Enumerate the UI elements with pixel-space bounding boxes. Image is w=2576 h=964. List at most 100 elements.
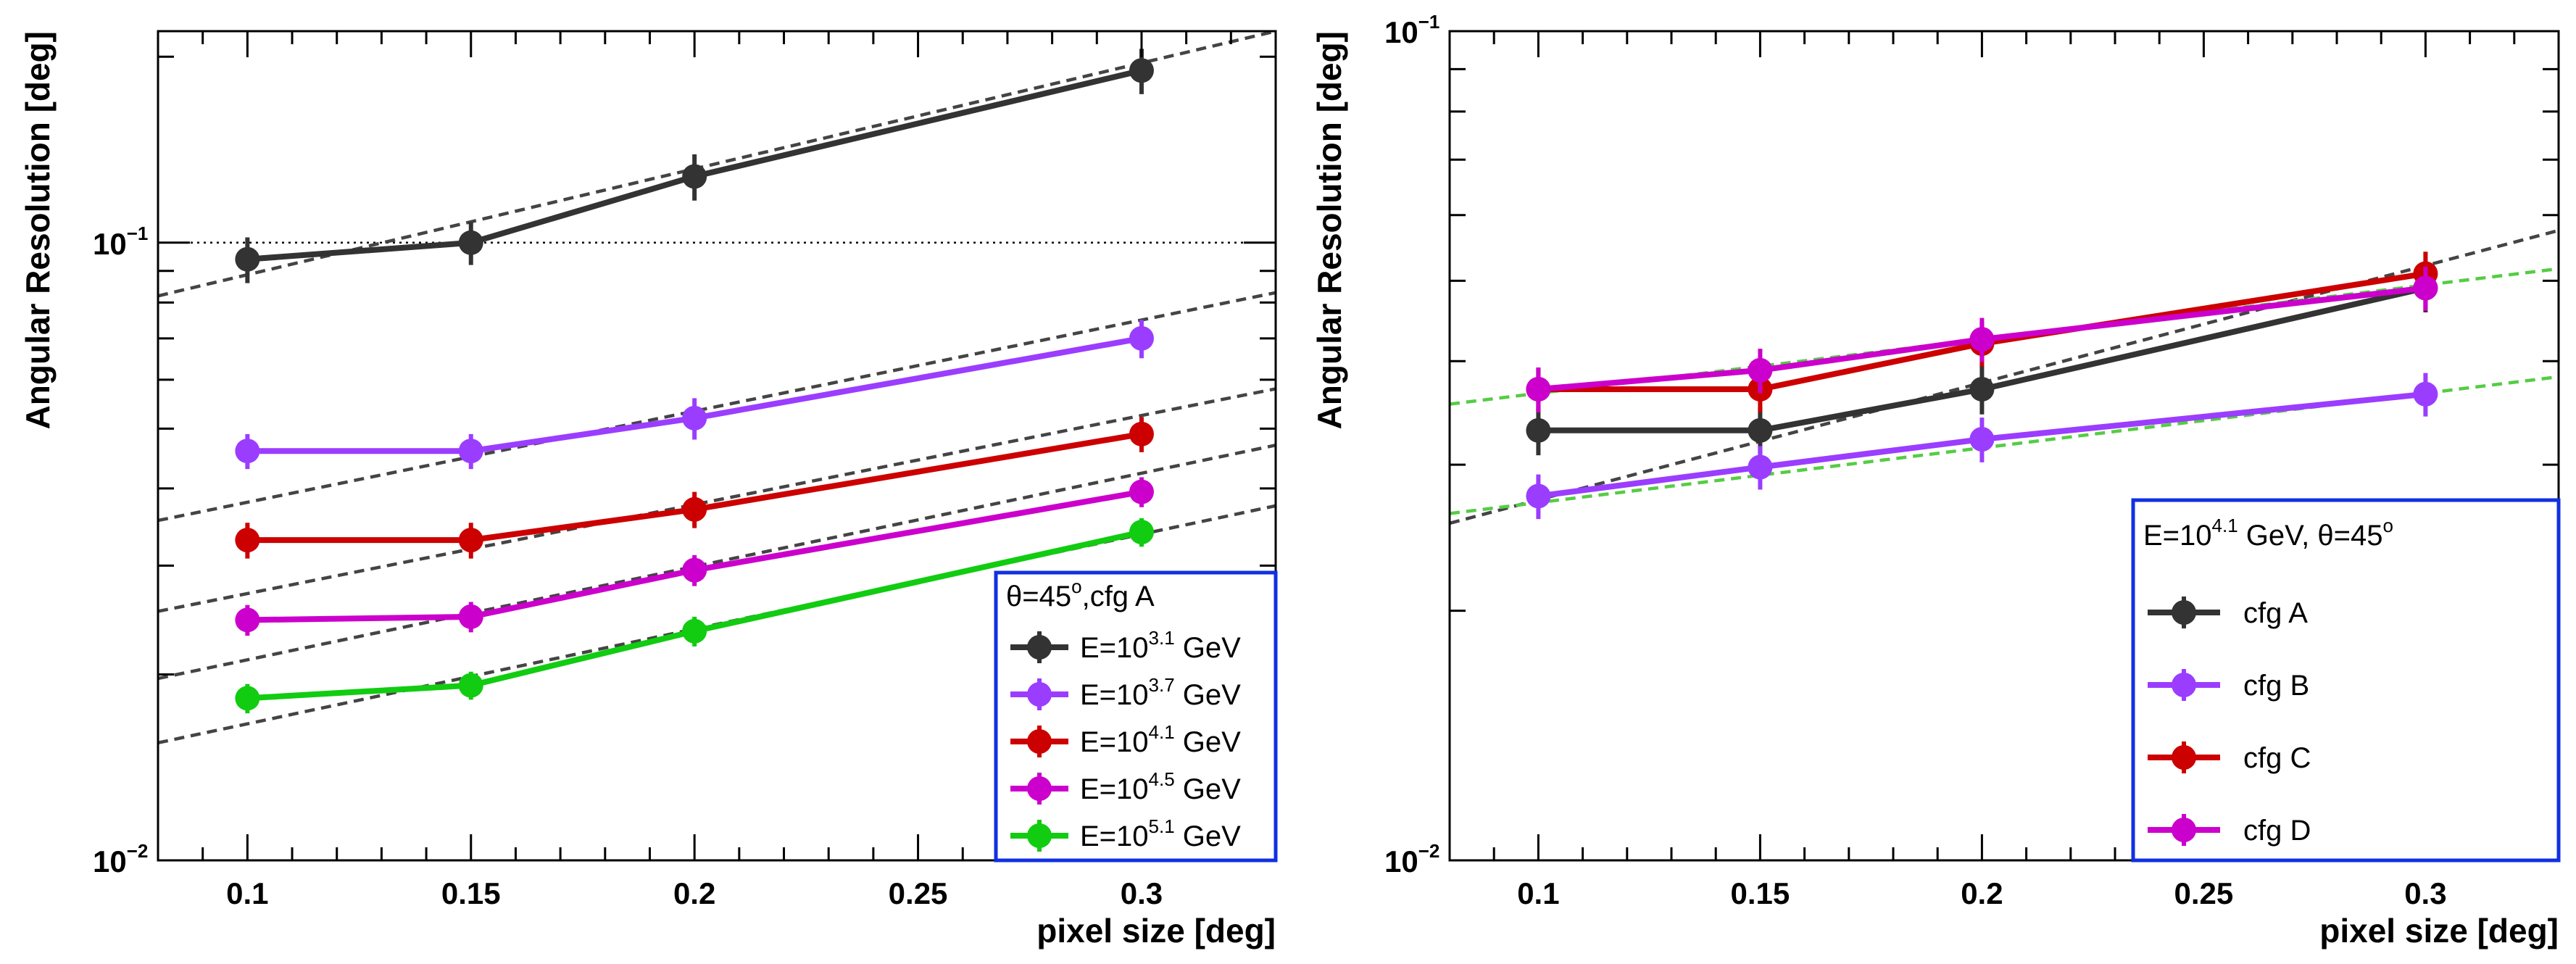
legend-entry-base: E=10 [1080, 773, 1149, 805]
legend-title: E=104.1 GeV, θ=45o [2143, 515, 2393, 552]
series-line-2 [1538, 270, 2427, 392]
series-line-4 [247, 529, 1142, 702]
legend-entry-unit: GeV [1175, 679, 1241, 711]
legend-entry-2: E=104.1 GeV [1080, 721, 1241, 758]
x-tick-label: 0.25 [2174, 876, 2234, 910]
legend: E=104.1 GeV, θ=45o cfg A cfg B cfg C cfg D [2131, 498, 2561, 863]
data-point-3-0 [235, 607, 260, 633]
y-tick-label: 10−1 [1384, 11, 1439, 49]
y-tick-exponent: −1 [1418, 11, 1440, 33]
legend-title: θ=45o,cfg A [1006, 576, 1155, 612]
legend-entry-name: cfg D [2243, 815, 2311, 847]
data-point-2-0 [235, 528, 260, 553]
legend-entry-exponent: 3.7 [1149, 674, 1175, 696]
legend-title-suffix: ,cfg A [1082, 581, 1155, 612]
series-line-2 [247, 431, 1142, 544]
legend-marker-0 [2172, 600, 2196, 625]
fit-line-0 [1450, 228, 2559, 525]
legend-entry-unit: GeV [1175, 820, 1241, 852]
data-point-1-3 [1129, 325, 1154, 351]
x-tick-label: 0.1 [226, 876, 268, 910]
x-tick-label: 0.2 [673, 876, 715, 910]
fit-line-1 [158, 291, 1276, 523]
x-axis-title: pixel size [deg] [1036, 912, 1276, 950]
data-point-3-2 [682, 557, 707, 583]
legend-entry-base: E=10 [1080, 820, 1149, 852]
legend-marker-1 [1027, 682, 1052, 707]
data-point-3-2 [1969, 327, 1995, 352]
legend-box [994, 570, 1278, 863]
legend-marker-2 [1027, 729, 1052, 754]
data-point-1-2 [1969, 427, 1995, 452]
data-point-1-1 [1748, 454, 1773, 480]
legend-title-middle: GeV, θ=45 [2238, 520, 2383, 552]
data-point-0-0 [1526, 417, 1551, 443]
series-line-1 [1537, 391, 2426, 499]
y-tick-base: 10 [93, 227, 127, 261]
data-point-0-0 [235, 246, 260, 272]
legend-entry-exponent: 3.1 [1149, 627, 1175, 649]
legend-marker-1 [2172, 673, 2196, 697]
data-point-2-1 [458, 528, 483, 553]
data-point-4-3 [1129, 520, 1154, 545]
y-tick-base: 10 [1384, 844, 1418, 878]
x-tick-label: 0.15 [1731, 876, 1790, 910]
series-line-1 [247, 335, 1142, 454]
legend-marker-3 [2172, 818, 2196, 842]
data-point-4-1 [458, 673, 483, 698]
legend-title-degree: o [1071, 576, 1081, 597]
data-point-4-2 [682, 618, 707, 644]
y-axis-title: Angular Resolution [deg] [1310, 31, 1348, 429]
fit-line-2 [158, 387, 1276, 613]
legend-marker-2 [2172, 745, 2196, 770]
data-point-2-3 [1129, 421, 1154, 446]
legend-entry-1: E=103.7 GeV [1080, 674, 1241, 711]
series-line-3 [1538, 285, 2426, 392]
y-tick-exponent: −1 [127, 223, 149, 244]
data-point-3-3 [2413, 275, 2438, 301]
data-point-1-0 [235, 439, 260, 464]
x-tick-label: 0.3 [1121, 876, 1163, 910]
data-point-0-3 [1129, 58, 1154, 83]
legend-entry-exponent: 4.5 [1149, 768, 1175, 790]
data-point-4-0 [235, 686, 260, 711]
data-point-1-0 [1526, 483, 1551, 509]
legend-marker-4 [1027, 823, 1052, 848]
fit-line-1 [1450, 375, 2559, 515]
y-tick-exponent: −2 [1418, 840, 1440, 862]
series-line-0 [1538, 285, 2427, 433]
data-point-1-1 [458, 439, 483, 464]
legend-marker-0 [1027, 635, 1052, 660]
fit-line-3 [158, 444, 1276, 681]
legend-entry-unit: GeV [1175, 726, 1241, 758]
y-tick-label: 10−1 [93, 223, 148, 261]
legend-title-base: E=10 [2143, 520, 2212, 552]
y-tick-label: 10−2 [93, 840, 148, 878]
x-tick-label: 0.3 [2404, 876, 2446, 910]
legend-entry-1: cfg B [2243, 670, 2309, 702]
y-tick-label: 10−2 [1384, 840, 1439, 878]
x-tick-label: 0.2 [1961, 876, 2003, 910]
y-axis-title: Angular Resolution [deg] [19, 31, 57, 429]
x-tick-label: 0.15 [441, 876, 501, 910]
plot-frame [157, 30, 1277, 862]
series-line-3 [247, 489, 1142, 623]
data-point-1-2 [682, 405, 707, 431]
y-tick-base: 10 [93, 844, 127, 878]
legend-box [2131, 498, 2561, 863]
data-point-0-2 [682, 164, 707, 189]
data-point-3-3 [1129, 479, 1154, 504]
legend-entry-unit: GeV [1175, 632, 1241, 664]
data-point-1-3 [2413, 381, 2438, 407]
legend-entry-unit: GeV [1175, 773, 1241, 805]
plot-frame [1448, 30, 2560, 862]
legend-entry-base: E=10 [1080, 726, 1149, 758]
legend-entry-0: E=103.1 GeV [1080, 627, 1241, 664]
y-tick-base: 10 [1384, 15, 1418, 49]
legend-entry-3: cfg D [2243, 815, 2311, 847]
data-point-3-1 [1748, 357, 1773, 383]
